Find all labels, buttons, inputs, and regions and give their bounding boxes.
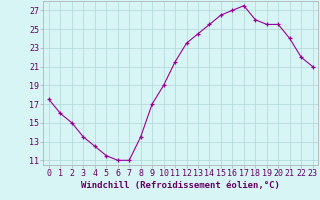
X-axis label: Windchill (Refroidissement éolien,°C): Windchill (Refroidissement éolien,°C) (81, 181, 280, 190)
